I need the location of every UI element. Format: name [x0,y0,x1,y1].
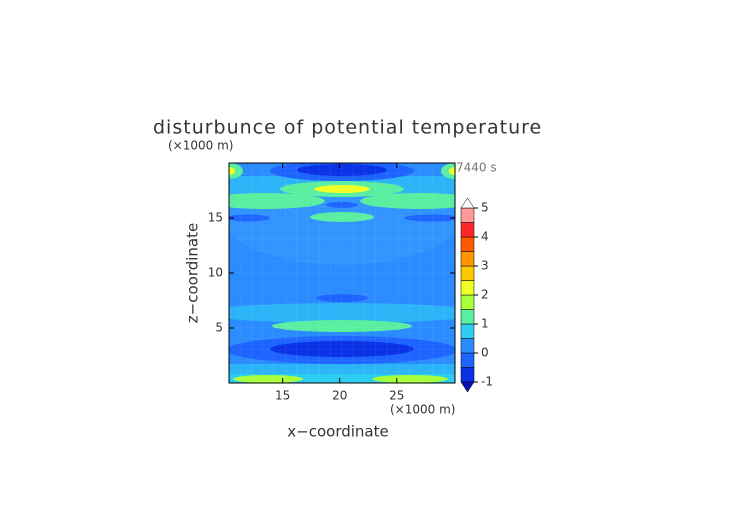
colorbar-tick-label: 1 [481,317,489,331]
colorbar-band [460,294,475,310]
colorbar-band [460,338,475,354]
x-axis-label: x−coordinate [287,423,388,441]
colorbar-band [460,251,475,267]
colorbar-band [460,323,475,339]
colorbar-band [460,352,475,368]
colorbar-band [460,236,475,252]
y-unit: (×1000 m) [168,139,233,153]
y-axis-label: z−coordinate [184,223,202,323]
colorbar-band [460,309,475,325]
colorbar-band [460,265,475,281]
x-tick-label: 15 [275,389,290,403]
colorbar-band [460,367,475,383]
colorbar-over [460,197,475,209]
colorbar-tick-label: 4 [481,230,489,244]
x-tick-label: 20 [332,389,347,403]
y-tick-label: 5 [215,321,223,335]
colorbar-tick-label: 2 [481,288,489,302]
time-label: 7440 s [456,161,497,175]
colorbar-under [460,381,475,393]
colorbar-band [460,207,475,223]
colorbar-tick-label: -1 [481,375,493,389]
colorbar-tick-label: 3 [481,259,489,273]
colorbar-tick-label: 0 [481,346,489,360]
colorbar-tick-label: 5 [481,201,489,215]
colorbar-band [460,280,475,296]
x-tick-label: 25 [389,389,404,403]
chart-title: disturbunce of potential temperature [153,117,542,139]
y-tick-label: 10 [208,266,223,280]
contour-field [229,163,455,383]
x-unit: (×1000 m) [390,403,455,417]
colorbar-band [460,222,475,238]
y-tick-label: 15 [208,211,223,225]
